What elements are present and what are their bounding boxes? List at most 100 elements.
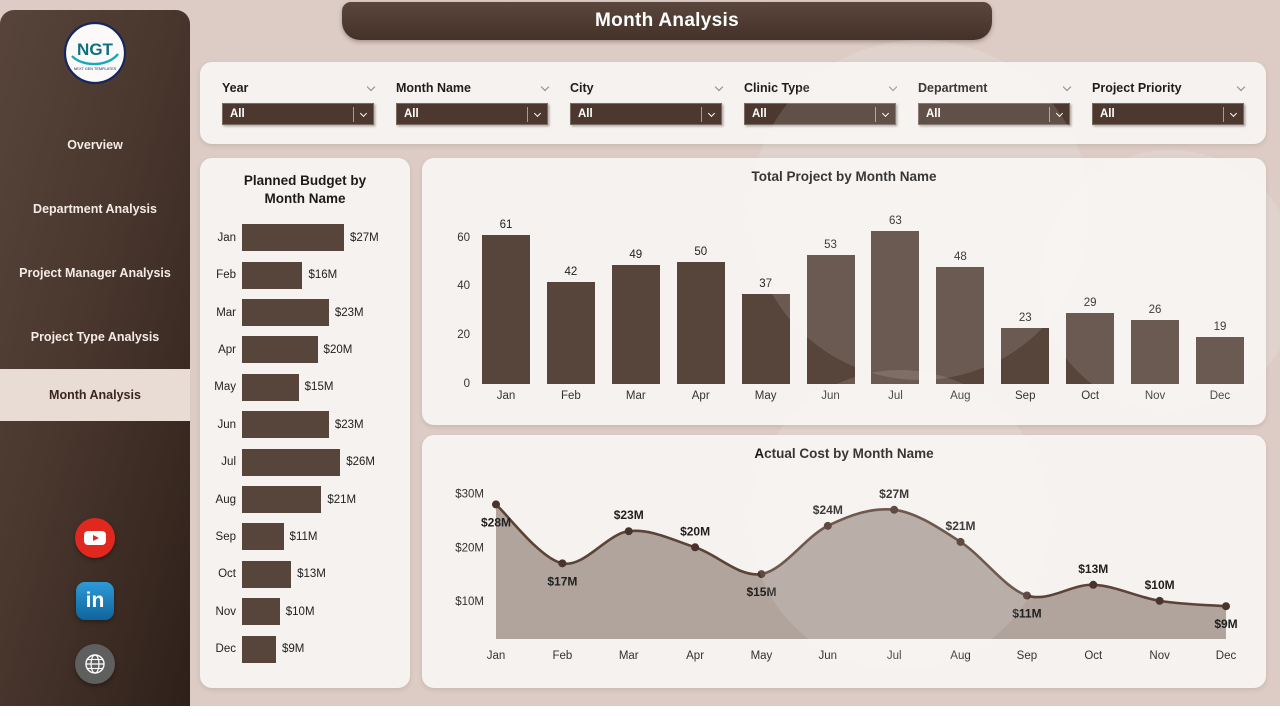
- data-point[interactable]: [890, 505, 899, 514]
- filter-dropdown[interactable]: All: [222, 103, 374, 125]
- filter-dropdown[interactable]: All: [1092, 103, 1244, 125]
- filter-value: All: [230, 108, 245, 120]
- y-tick-label: $10M: [455, 595, 484, 607]
- value-label: 49: [629, 248, 643, 261]
- bar-column: 26: [1131, 304, 1180, 384]
- chevron-down-icon: [1049, 106, 1064, 122]
- bar[interactable]: [1195, 337, 1244, 384]
- value-label: 61: [499, 219, 513, 232]
- data-point[interactable]: [1222, 601, 1230, 610]
- filter-dropdown[interactable]: All: [918, 103, 1070, 125]
- bar[interactable]: [1066, 313, 1115, 384]
- chevron-down-icon[interactable]: [1062, 82, 1072, 91]
- sidebar-item-department-analysis[interactable]: Department Analysis: [33, 202, 157, 216]
- data-point[interactable]: [1089, 580, 1098, 589]
- logo-subtext: NEXT GEN TEMPLATES: [74, 67, 117, 71]
- filter-dropdown[interactable]: All: [570, 103, 722, 125]
- value-label: $23M: [334, 306, 364, 319]
- bar[interactable]: [242, 448, 341, 476]
- bar[interactable]: [936, 266, 985, 384]
- value-label: $24M: [813, 502, 843, 516]
- filter-value: All: [752, 108, 767, 120]
- bar[interactable]: [242, 560, 292, 588]
- filter-value: All: [1100, 108, 1115, 120]
- bar[interactable]: [242, 261, 303, 289]
- data-point[interactable]: [956, 537, 965, 546]
- bar[interactable]: [242, 411, 329, 439]
- data-point[interactable]: [823, 521, 832, 530]
- website-globe-icon[interactable]: [75, 644, 115, 684]
- value-label: 19: [1213, 321, 1227, 334]
- value-label: $10M: [285, 605, 315, 618]
- bar-column: 37: [741, 278, 790, 384]
- logo-swoosh: [71, 53, 119, 66]
- chevron-down-icon[interactable]: [366, 82, 376, 91]
- value-label: $10M: [1145, 577, 1175, 591]
- bar-column: 61: [482, 219, 530, 384]
- category-label: Apr: [218, 343, 236, 356]
- bar[interactable]: [611, 264, 660, 384]
- bar[interactable]: [741, 293, 790, 384]
- chevron-down-icon[interactable]: [1236, 82, 1246, 91]
- filter-label: Year: [222, 81, 249, 95]
- chevron-down-icon[interactable]: [714, 82, 724, 91]
- data-point[interactable]: [492, 499, 500, 508]
- data-point[interactable]: [1155, 596, 1164, 605]
- bar[interactable]: [242, 373, 299, 401]
- bar[interactable]: [242, 635, 276, 663]
- bar[interactable]: [1001, 327, 1050, 384]
- chevron-down-icon[interactable]: [888, 82, 898, 91]
- y-tick-label: 0: [463, 377, 470, 390]
- bar[interactable]: [242, 486, 322, 514]
- bar[interactable]: [546, 281, 595, 384]
- data-point[interactable]: [558, 558, 567, 567]
- bar[interactable]: [242, 224, 344, 252]
- filter-dropdown[interactable]: All: [396, 103, 548, 125]
- total-project-card: Total Project by Month Name 0 20 40 60 61 42 4…: [422, 158, 1266, 425]
- hbar-row: Feb $16M: [208, 256, 402, 293]
- actual-cost-chart: $10M $20M $30M $28M $17M $23M $20M $15M $24M $27M…: [438, 467, 1250, 672]
- value-label: 53: [824, 238, 837, 251]
- category-label: Mar: [216, 306, 236, 319]
- data-point[interactable]: [624, 526, 633, 535]
- logo-text: NGT: [77, 40, 114, 59]
- x-axis-label: Aug: [950, 650, 970, 662]
- bar-column: 49: [611, 248, 660, 384]
- sidebar-item-overview[interactable]: Overview: [67, 138, 123, 152]
- youtube-icon[interactable]: [75, 518, 115, 558]
- bar[interactable]: [1131, 320, 1180, 384]
- sidebar-item-month-analysis[interactable]: Month Analysis: [0, 369, 190, 421]
- bar[interactable]: [676, 262, 725, 384]
- sidebar-nav: Overview Department Analysis Project Manag…: [0, 113, 190, 421]
- bar[interactable]: [806, 254, 855, 384]
- value-label: $11M: [1012, 606, 1041, 620]
- filter-year: Year All: [222, 81, 376, 125]
- bar[interactable]: [482, 235, 530, 384]
- hbar-row: Dec $9M: [208, 630, 402, 667]
- y-tick-label: $20M: [455, 542, 484, 554]
- hbar-row: Apr $20M: [208, 331, 402, 368]
- value-label: 50: [694, 246, 708, 259]
- linkedin-icon[interactable]: in: [76, 582, 114, 620]
- bar[interactable]: [242, 523, 284, 551]
- filter-dropdown[interactable]: All: [744, 103, 896, 125]
- sidebar-item-project-manager-analysis[interactable]: Project Manager Analysis: [19, 266, 171, 280]
- data-point[interactable]: [1022, 591, 1031, 600]
- value-label: $21M: [327, 493, 357, 506]
- bar-column: 42: [546, 265, 595, 384]
- page-header: Month Analysis: [342, 2, 992, 40]
- sidebar-item-project-type-analysis[interactable]: Project Type Analysis: [30, 330, 160, 344]
- value-label: $11M: [289, 530, 318, 543]
- y-tick-label: 20: [457, 328, 470, 341]
- data-point[interactable]: [691, 542, 700, 551]
- data-point[interactable]: [757, 569, 766, 578]
- bar[interactable]: [242, 598, 280, 626]
- bar[interactable]: [242, 299, 329, 327]
- bar[interactable]: [871, 230, 920, 384]
- value-label: 42: [564, 265, 578, 278]
- bar[interactable]: [242, 336, 318, 364]
- chevron-down-icon: [875, 106, 890, 122]
- chevron-down-icon[interactable]: [540, 82, 550, 91]
- chevron-down-icon: [707, 109, 716, 117]
